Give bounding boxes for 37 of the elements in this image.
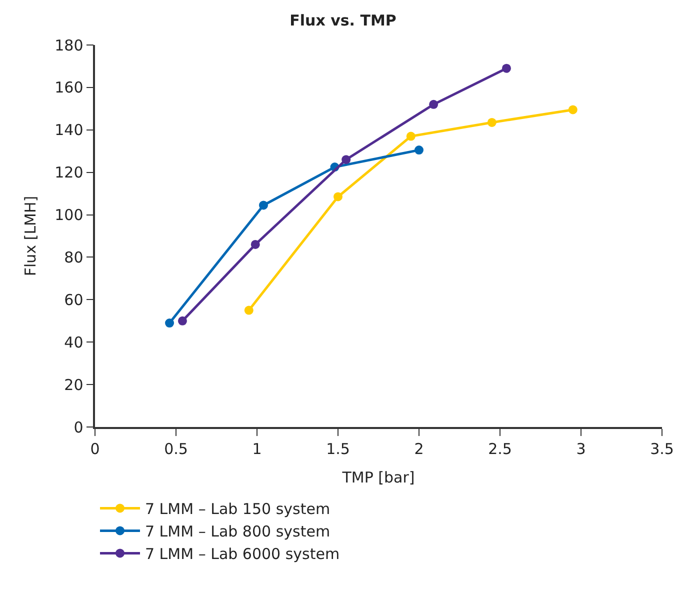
x-tick-label: 2 bbox=[414, 440, 424, 458]
x-axis-title: TMP [bar] bbox=[341, 468, 415, 486]
point bbox=[250, 240, 260, 249]
point bbox=[165, 318, 174, 328]
x-tick-label: 3.5 bbox=[650, 440, 674, 458]
y-axis-title: Flux [LMH] bbox=[21, 196, 40, 276]
y-tick-label: 40 bbox=[64, 333, 84, 352]
x-tick-label: 0 bbox=[90, 440, 100, 458]
y-tick-label: 140 bbox=[54, 121, 84, 140]
y-tick-label: 160 bbox=[54, 78, 84, 97]
x-tick-label: 3 bbox=[576, 440, 586, 458]
y-tick-label: 20 bbox=[64, 376, 84, 394]
legend-label: 7 LMM – Lab 800 system bbox=[145, 522, 330, 541]
legend-label: 7 LMM – Lab 150 system bbox=[145, 500, 330, 518]
point bbox=[258, 200, 268, 210]
point bbox=[406, 132, 416, 141]
point bbox=[334, 192, 342, 202]
point bbox=[487, 118, 496, 127]
chart-title: Flux vs. TMP bbox=[290, 12, 396, 30]
point bbox=[429, 100, 438, 109]
point bbox=[244, 306, 254, 315]
x-tick-label: 0.5 bbox=[164, 440, 188, 458]
legend-label: 7 LMM – Lab 6000 system bbox=[145, 545, 340, 564]
y-tick-label: 60 bbox=[64, 290, 84, 309]
y-tick-label: 120 bbox=[54, 164, 84, 182]
point bbox=[502, 64, 511, 73]
point bbox=[342, 155, 351, 164]
point bbox=[178, 316, 187, 326]
point bbox=[568, 105, 578, 114]
x-tick-label: 1 bbox=[252, 440, 262, 458]
x-tick-label: 1.5 bbox=[326, 440, 350, 458]
x-tick-label: 2.5 bbox=[488, 440, 512, 458]
point bbox=[414, 146, 424, 155]
y-tick-label: 180 bbox=[54, 36, 84, 54]
y-tick-label: 100 bbox=[54, 206, 84, 224]
y-tick-label: 0 bbox=[74, 418, 84, 436]
y-tick-label: 80 bbox=[64, 248, 84, 266]
